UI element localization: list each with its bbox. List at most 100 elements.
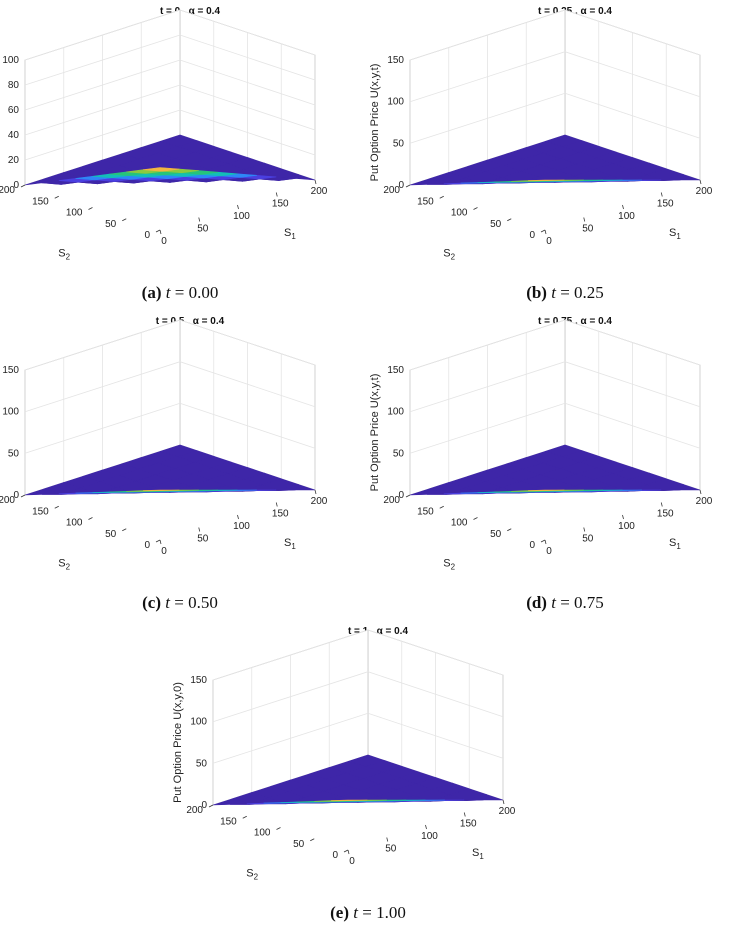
y-axis-label-sub: 2 xyxy=(66,563,71,572)
z-tick-label: 50 xyxy=(393,448,405,459)
y-axis-label: S2 xyxy=(58,248,70,262)
y-axis-label-sub: 2 xyxy=(254,873,259,882)
y-tick-label: 0 xyxy=(529,230,535,241)
z-tick-label: 0 xyxy=(398,180,404,191)
y-tick-label: 150 xyxy=(32,196,49,207)
x-tick-label: 150 xyxy=(272,509,289,520)
x-axis-label-text: S xyxy=(472,847,479,859)
grid-line xyxy=(24,9,316,61)
x-axis-label: S1 xyxy=(669,537,681,551)
y-axis-label-sub: 2 xyxy=(66,253,71,262)
surface xyxy=(212,754,504,806)
x-axis-label-sub: 1 xyxy=(676,232,681,241)
x-tick-label: 50 xyxy=(582,224,594,235)
y-tick-mark xyxy=(439,505,444,509)
caption-d: (d) t = 0.75 xyxy=(526,593,604,612)
x-axis-label-text: S xyxy=(669,227,676,239)
z-tick-label: 0 xyxy=(201,800,207,811)
x-axis-label-text: S xyxy=(669,537,676,549)
y-tick-mark xyxy=(473,207,478,210)
y-tick-mark xyxy=(439,195,444,199)
y-tick-label: 150 xyxy=(417,196,434,207)
x-tick-label: 0 xyxy=(546,236,552,247)
y-axis-label-text: S xyxy=(443,248,450,260)
y-tick-label: 100 xyxy=(66,208,83,219)
x-tick-mark xyxy=(583,527,586,532)
y-tick-mark xyxy=(88,517,93,520)
grid-line xyxy=(212,671,504,723)
surface xyxy=(24,444,316,496)
surface-plot-b: t = 0.25 , α = 0.40501001502000501001502… xyxy=(369,6,713,262)
x-tick-mark xyxy=(425,824,427,830)
x-axis-label-sub: 1 xyxy=(676,542,681,551)
x-tick-label: 100 xyxy=(233,521,250,532)
z-tick-label: 50 xyxy=(393,138,405,149)
grid-line xyxy=(24,59,316,111)
x-tick-label: 100 xyxy=(233,211,250,222)
y-tick-mark xyxy=(507,528,512,532)
x-tick-label: 0 xyxy=(161,236,167,247)
chart-panel-a: t = 0 , α = 0.4 0 50 100 150 200 0 50 100 150 200 0… xyxy=(0,0,360,275)
z-tick-label: 100 xyxy=(387,407,404,418)
x-tick-mark xyxy=(198,217,201,222)
axis-walls xyxy=(24,9,316,186)
x-tick-mark xyxy=(237,514,239,520)
x-tick-label: 150 xyxy=(657,199,674,210)
x-tick-label: 150 xyxy=(460,819,477,830)
x-tick-mark xyxy=(699,489,702,495)
grid-line xyxy=(24,84,316,136)
x-tick-label: 0 xyxy=(161,546,167,557)
x-axis-label-sub: 1 xyxy=(291,232,296,241)
grid-line xyxy=(409,51,701,103)
axis-walls xyxy=(409,319,701,496)
surface xyxy=(409,444,701,496)
x-tick-mark xyxy=(275,502,278,507)
x-tick-label: 50 xyxy=(385,844,397,855)
chart-title: t = 0.5 , α = 0.4 xyxy=(156,316,225,327)
y-tick-label: 150 xyxy=(32,506,49,517)
z-tick-label: 0 xyxy=(13,180,19,191)
z-axis-label: Put Option Price U(x,y,t) xyxy=(369,374,381,492)
grid-line xyxy=(409,92,701,144)
y-tick-mark xyxy=(155,229,161,233)
x-axis-label: S1 xyxy=(669,227,681,241)
y-axis-label: S2 xyxy=(443,248,455,262)
x-tick-mark xyxy=(314,489,317,495)
y-tick-label: 0 xyxy=(332,850,338,861)
y-tick-mark xyxy=(20,494,26,498)
z-tick-label: 150 xyxy=(190,675,207,686)
y-tick-mark xyxy=(343,849,349,853)
grid-line xyxy=(409,361,701,413)
y-axis-label: S2 xyxy=(443,558,455,572)
y-tick-mark xyxy=(242,815,247,819)
x-axis-label: S1 xyxy=(284,537,296,551)
x-tick-mark xyxy=(463,812,466,817)
caption-c: (c) t = 0.50 xyxy=(142,593,218,612)
z-tick-label: 150 xyxy=(387,365,404,376)
z-tick-label: 50 xyxy=(196,758,208,769)
z-tick-label: 150 xyxy=(387,55,404,66)
x-tick-mark xyxy=(660,502,663,507)
y-tick-mark xyxy=(507,218,512,222)
x-tick-label: 200 xyxy=(696,496,713,507)
x-tick-label: 200 xyxy=(696,186,713,197)
z-tick-label: 150 xyxy=(2,365,19,376)
y-tick-label: 50 xyxy=(490,529,502,540)
y-tick-mark xyxy=(405,184,411,188)
z-axis-label: Put Option Price U(x,y,0) xyxy=(172,682,184,803)
caption-b: (b) t = 0.25 xyxy=(526,283,604,302)
grid-line xyxy=(409,319,701,371)
x-tick-mark xyxy=(237,204,239,210)
x-axis-label: S1 xyxy=(284,227,296,241)
y-tick-label: 150 xyxy=(220,816,237,827)
grid-line xyxy=(212,712,504,764)
z-axis-label: Put Option Price U(x,y,t) xyxy=(369,64,381,182)
y-tick-mark xyxy=(122,528,127,532)
y-tick-label: 0 xyxy=(144,540,150,551)
x-tick-mark xyxy=(583,217,586,222)
y-tick-label: 200 xyxy=(0,185,15,196)
y-tick-label: 0 xyxy=(144,230,150,241)
z-tick-label: 40 xyxy=(8,130,20,141)
